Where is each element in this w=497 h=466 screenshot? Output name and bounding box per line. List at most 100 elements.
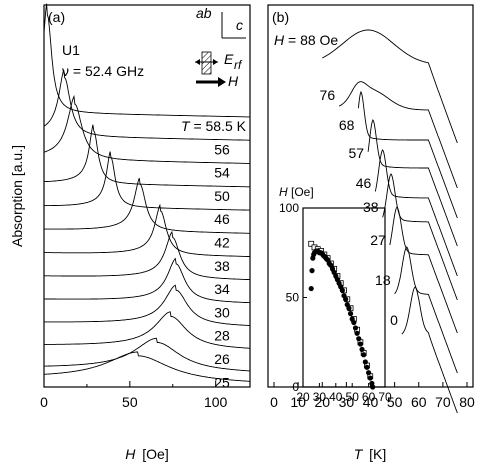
- erf-arrowheads: [195, 59, 218, 65]
- x-tick-label-a: 100: [204, 394, 228, 410]
- absorption-curve-b: [394, 246, 458, 374]
- x-tick-label-b: 70: [435, 394, 451, 410]
- absorption-curve-b: [401, 286, 458, 414]
- inset-circle-point: [362, 359, 368, 365]
- inset-circle-point: [343, 296, 349, 302]
- absorption-curve-b: [382, 173, 458, 301]
- inset-circle-point: [356, 336, 362, 342]
- field-label: H = 88 Oe: [274, 32, 338, 48]
- h-label: H: [228, 73, 239, 89]
- absorption-curve-b: [338, 81, 458, 189]
- x-axis-unit-a: [Oe]: [142, 446, 168, 462]
- absorption-curve-a: [43, 3, 250, 118]
- inset-x-tick-label: 30: [313, 390, 327, 404]
- frequency-label: ν = 52.4 GHz: [62, 63, 144, 79]
- x-tick-label-b: 40: [363, 394, 379, 410]
- inset-y-tick-label: 50: [286, 291, 300, 305]
- x-tick-label-a: 0: [40, 394, 48, 410]
- panel-b: 0 10 20 30 40 50 60 70 80H = 88 Oe76685746382718…: [270, 29, 475, 414]
- temperature-label: 54: [214, 165, 230, 181]
- absorption-curve-b: [374, 149, 458, 277]
- inset-x-tick-label: 50: [346, 390, 360, 404]
- field-label: 0: [390, 312, 398, 328]
- temperature-label: 28: [214, 328, 230, 344]
- absorption-curve-a: [44, 311, 251, 349]
- field-label: 57: [349, 145, 365, 161]
- absorption-curve-a: [43, 178, 250, 234]
- inset-circle-point: [339, 287, 345, 293]
- inset-y-tick-label: 100: [279, 201, 299, 215]
- absorption-curve-a: [44, 284, 250, 326]
- temperature-label: 56: [214, 141, 230, 157]
- inset-circle-point: [354, 330, 360, 336]
- inset-x-tick-label: 20: [296, 390, 310, 404]
- field-label: 68: [339, 117, 355, 133]
- x-axis-var-a: H: [125, 446, 136, 462]
- absorption-curve-b: [322, 29, 458, 144]
- x-axis-label-b: T [K]: [354, 446, 387, 462]
- y-axis-label: Absorption [a.u.]: [9, 145, 25, 247]
- field-label: 76: [320, 87, 336, 103]
- panel-a-label: (a): [48, 9, 65, 25]
- x-tick-label-b: 80: [459, 394, 475, 410]
- inset-x-tick-label: 60: [362, 390, 376, 404]
- absorption-curve-b: [389, 206, 458, 334]
- x-axis-label-a: H [Oe]: [125, 446, 168, 462]
- inset-circle-point: [357, 341, 363, 347]
- sample-label: U1: [62, 42, 80, 58]
- temperature-label: 30: [214, 304, 230, 320]
- x-axis-unit-b: [K]: [369, 446, 386, 462]
- absorption-curve-b: [367, 119, 458, 247]
- h-arrowhead: [218, 77, 226, 87]
- absorption-curve-b: [357, 90, 458, 219]
- inset-circle-point: [308, 285, 314, 292]
- panel-b-label: (b): [272, 9, 289, 25]
- erf-label: E: [224, 51, 234, 67]
- x-tick-label-a: 50: [122, 394, 138, 410]
- inset-circle-point: [359, 346, 365, 353]
- x-tick-label-b: 50: [387, 394, 403, 410]
- field-label: 38: [363, 199, 379, 215]
- temperature-label: 34: [214, 281, 230, 297]
- c-axis-label: c: [236, 17, 243, 33]
- temperature-label: 25: [214, 374, 230, 390]
- x-tick-label-b: 20: [314, 394, 330, 410]
- temperature-label: 42: [214, 235, 230, 251]
- absorption-curve-a: [44, 351, 250, 382]
- inset-circle-point: [370, 384, 376, 390]
- temperature-label: T = 58.5 K: [181, 118, 247, 134]
- absorption-curve-a: [44, 257, 251, 304]
- absorption-curve-a: [44, 230, 250, 281]
- x-tick-label-b: 10: [290, 394, 306, 410]
- inset-x-tick-label: 70: [378, 390, 392, 404]
- erf-subscript: rf: [234, 58, 243, 72]
- temperature-label: 26: [214, 351, 230, 367]
- absorption-curve-a: [44, 124, 250, 188]
- ab-label: ab: [196, 5, 212, 21]
- inset-circle-point: [367, 375, 373, 381]
- inset-circle-point: [351, 319, 357, 326]
- temperature-label: 38: [214, 258, 230, 274]
- inset-x-tick-label: 40: [329, 390, 343, 404]
- panel-a: 0 50 100 T = 58.5 K 56 54 50 46 42 38 34 30 28 26 25: [40, 3, 251, 410]
- inset-y-axis-label: H [Oe]: [279, 185, 314, 199]
- absorption-curve-a: [43, 69, 250, 141]
- x-tick-label-b: 0: [270, 394, 278, 410]
- inset-y-tick-label: 0: [292, 380, 299, 394]
- inset-circle-point: [366, 370, 372, 376]
- panel-a-frame: [43, 4, 251, 388]
- absorption-curve-a: [44, 337, 251, 372]
- absorption-curve-a: [44, 203, 250, 257]
- inset-circle-point: [346, 305, 352, 311]
- field-label: 18: [375, 272, 391, 288]
- x-axis-var-b: T: [354, 446, 364, 462]
- inset-circle-point: [361, 352, 367, 358]
- field-label: 27: [370, 232, 386, 248]
- field-label: 46: [356, 175, 372, 191]
- inset-circle-point: [352, 325, 359, 331]
- inset-circle-point: [364, 364, 370, 370]
- absorption-curve-a: [43, 94, 251, 164]
- x-tick-label-b: 60: [411, 394, 427, 410]
